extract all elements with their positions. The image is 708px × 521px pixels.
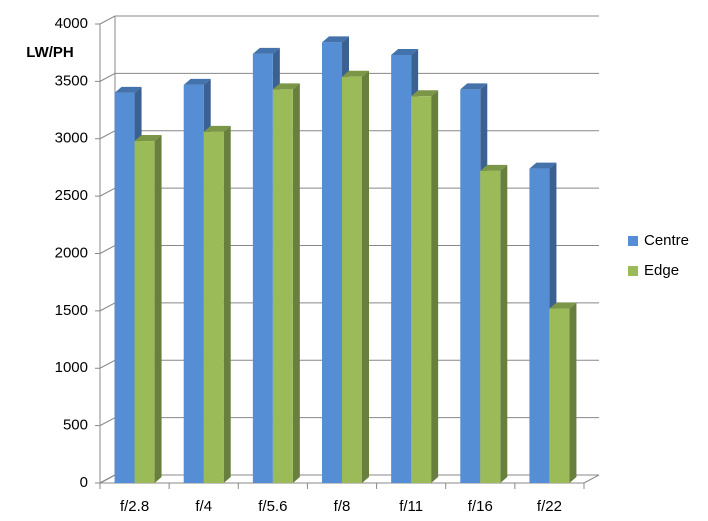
bar <box>411 96 432 483</box>
bar <box>460 89 481 483</box>
grid-line <box>99 72 599 82</box>
bar-top <box>529 162 557 169</box>
bar <box>549 308 570 483</box>
bar <box>391 54 412 484</box>
bar-top <box>114 86 142 93</box>
x-tick-label: f/11 <box>399 498 423 515</box>
bar <box>529 168 550 483</box>
bar-top <box>252 47 280 54</box>
bar-top <box>183 78 211 85</box>
y-tick-label: 0 <box>80 474 88 491</box>
y-tick-label: 4000 <box>55 15 88 32</box>
y-tick-label: 500 <box>63 417 88 434</box>
y-tick-label: 1500 <box>55 302 88 319</box>
x-tick-label: f/22 <box>537 498 562 515</box>
bar <box>114 92 135 483</box>
legend-label: Edge <box>644 262 679 279</box>
bar-side <box>500 164 508 483</box>
bar-top <box>342 70 369 77</box>
bar <box>183 84 204 483</box>
y-tick-label: 1000 <box>55 359 88 376</box>
x-tick-label: f/2.8 <box>120 498 149 515</box>
bar-side <box>569 302 577 483</box>
bar-top <box>134 135 162 142</box>
grid-line <box>99 15 599 25</box>
x-tick-label: f/16 <box>468 498 493 515</box>
bar-top <box>272 83 300 90</box>
bar-top <box>480 164 508 171</box>
y-tick-label: 2500 <box>55 187 88 204</box>
bar <box>322 42 342 484</box>
y-tick-label: 2000 <box>55 244 88 261</box>
bar-side <box>362 70 369 483</box>
y-axis-label: LW/PH <box>26 44 74 61</box>
bar-top <box>203 125 231 132</box>
x-tick-label: f/5.6 <box>258 498 287 515</box>
legend-swatch <box>628 266 638 276</box>
bar-side <box>431 90 439 483</box>
bar-top <box>411 90 439 97</box>
bar-side <box>223 125 231 484</box>
legend-swatch <box>628 236 638 246</box>
legend-label: Centre <box>644 232 689 249</box>
x-tick-label: f/8 <box>334 498 351 515</box>
bar <box>203 131 224 484</box>
x-tick-label: f/4 <box>195 498 212 515</box>
bar-side <box>292 83 300 483</box>
bar <box>134 141 155 484</box>
y-tick-label: 3000 <box>55 130 88 147</box>
bar-top <box>322 36 349 43</box>
bar-top <box>460 83 488 90</box>
bar-top <box>391 48 419 55</box>
bar-side <box>154 135 162 484</box>
bar <box>342 76 362 483</box>
y-tick-label: 3500 <box>55 72 88 89</box>
bar <box>272 89 293 483</box>
bar <box>252 53 273 484</box>
bar-top <box>549 302 577 309</box>
bar <box>480 170 501 483</box>
